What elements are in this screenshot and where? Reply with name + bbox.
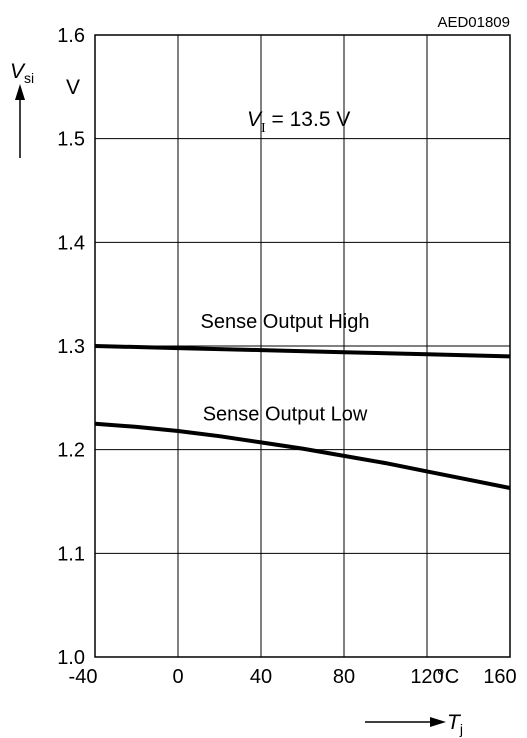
y-axis-unit: V [66,76,80,99]
annotation-symbol: V [247,108,263,131]
annotation-subscript: I [261,121,266,136]
series-lines [94,344,511,490]
x-tick-label: 0 [172,666,183,688]
x-axis-symbol: T [447,711,462,734]
y-tick-label: 1.1 [57,543,85,565]
x-tick-label: 80 [333,666,355,688]
x-tick-label: 120 [410,666,443,688]
x-tick-label: 160 [483,666,516,688]
y-tick-label: 1.0 [57,647,85,669]
series-line-sense-output-high [94,344,511,359]
y-tick-label: 1.2 [57,440,85,462]
x-tick-label: -40 [69,666,98,688]
x-tick-label: 40 [250,666,272,688]
y-tick-label: 1.5 [57,129,85,151]
y-tick-label: 1.3 [57,336,85,358]
x-axis-label: Tj [447,711,463,737]
x-tick-labels: -40 0 40 80 120 160 [69,666,517,688]
figure-id: AED01809 [437,14,510,31]
series-label-sense-output-high: Sense Output High [201,311,370,333]
series-line-sense-output-low [94,421,511,490]
y-tick-label: 1.6 [57,25,85,47]
series-labels: Sense Output High Sense Output Low [201,311,370,425]
series-label-sense-output-low: Sense Output Low [203,404,368,426]
annotation-text: = 13.5 V [266,108,351,131]
x-axis-unit: °C [437,666,459,688]
y-tick-labels: 1.0 1.1 1.2 1.3 1.4 1.5 1.6 [57,25,85,669]
x-axis-arrow-icon [365,717,446,727]
y-axis-label: Vsi [10,60,34,86]
y-axis-symbol: V [10,60,26,83]
x-axis-subscript: j [459,721,463,737]
y-axis-arrow-icon [15,84,25,158]
y-tick-label: 1.4 [57,232,85,254]
y-axis-subscript: si [24,70,34,86]
condition-annotation: VI = 13.5 V [247,108,350,136]
